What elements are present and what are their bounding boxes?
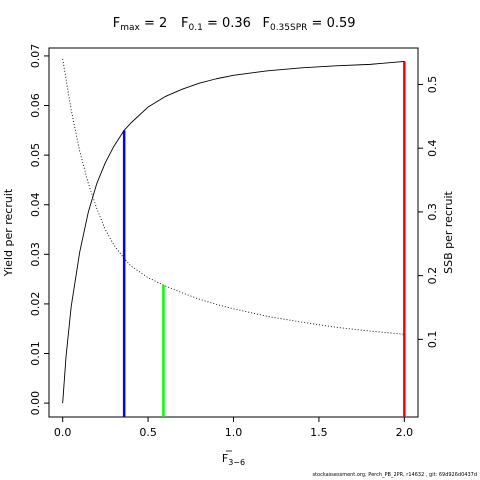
chart-title: Fmax = 2 F0.1 = 0.36 F0.35SPR = 0.59 [113,16,356,33]
y-right-tick-label: 0.4 [426,139,439,157]
y-left-tick-label: 0.01 [29,341,42,366]
series-group [62,58,405,404]
y-left-tick-label: 0.03 [29,242,42,266]
y-left-tick-label: 0.02 [29,292,42,317]
y-left-tick-label: 0.04 [29,192,42,217]
y-axis-right-title: SSB per recruit [442,190,455,273]
x-tick-label: 1.0 [225,426,243,439]
y-axis-left: 0.00 0.01 0.02 0.03 0.04 0.05 0.06 0.07 [29,44,49,416]
x-axis: 0.0 0.5 1.0 1.5 2.0 [54,417,413,439]
series-line-0 [62,60,405,404]
y-right-tick-label: 0.2 [426,267,439,285]
y-right-tick-label: 0.3 [426,203,439,221]
title-part-2: F0.35SPR = 0.59 [262,16,355,33]
y-right-tick-label: 0.5 [426,76,439,94]
y-axis-right: 0.1 0.2 0.3 0.4 0.5 [418,76,439,348]
x-tick-label: 0.5 [139,426,157,439]
x-tick-label: 0.0 [54,426,72,439]
series-line-1 [62,58,405,335]
plot-frame [48,47,419,418]
reference-lines [122,61,406,417]
x-tick-label: 1.5 [310,426,328,439]
title-part-1: F0.1 = 0.36 [181,16,251,33]
y-left-tick-label: 0.07 [29,44,42,69]
y-left-tick-label: 0.00 [29,391,42,416]
x-axis-title: F3−6 [222,452,245,467]
footer-credit: stockassessment.org, Perch_PB_2PR, r1463… [312,472,477,478]
y-left-tick-label: 0.05 [29,143,42,168]
x-tick-label: 2.0 [396,426,414,439]
y-right-tick-label: 0.1 [426,331,439,349]
y-left-tick-label: 0.06 [29,93,42,118]
title-part-0: Fmax = 2 [113,16,168,33]
y-axis-left-title: Yield per recruit [2,188,15,277]
